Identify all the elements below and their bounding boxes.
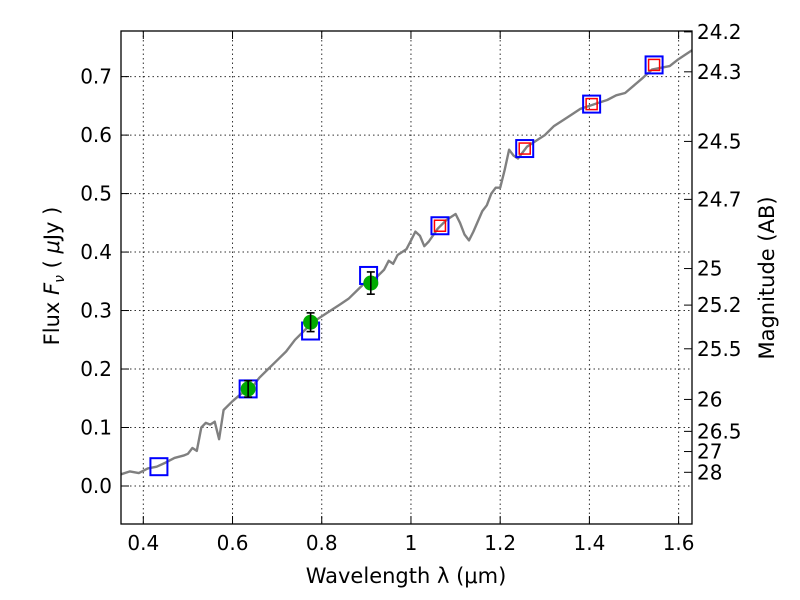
- x-tick-label: 0.8: [306, 531, 338, 555]
- model-photometry-square: [582, 94, 602, 114]
- x-tick-label: 0.4: [127, 531, 159, 555]
- y-tick-label: 0.0: [80, 474, 112, 498]
- series: [120, 49, 693, 477]
- upper-limit-marker: [518, 142, 531, 155]
- y2-tick-label: 24.3: [697, 60, 742, 84]
- x-tick-label: 1.6: [663, 531, 695, 555]
- y-axis-label-mu: μ: [40, 240, 64, 254]
- y-tick-label: 0.2: [80, 357, 112, 381]
- ticks: 0.4 0.6 0.8 1 1.2 1.4 1.6 0.0 0.1 0.2 0.3 0.4 0.5 0.6…: [80, 20, 741, 555]
- y-tick-label: 0.1: [80, 416, 112, 440]
- y2-tick-label: 26.5: [697, 419, 742, 443]
- y-axis-label-subscript: ν: [52, 275, 68, 283]
- y2-tick-label: 26: [697, 387, 722, 411]
- x-tick-label: 1: [405, 531, 418, 555]
- y-tick-label: 0.6: [80, 123, 112, 147]
- model-photometry-square: [644, 55, 664, 75]
- plot-frame: [120, 30, 693, 525]
- y-axis-label-symbol: F: [40, 282, 64, 295]
- y2-tick-label: 25: [697, 257, 722, 281]
- x-tick-label: 1.4: [573, 531, 605, 555]
- y2-tick-label: 24.7: [697, 187, 742, 211]
- model-photometry-square: [430, 216, 450, 236]
- y-tick-label: 0.5: [80, 182, 112, 206]
- upper-limit-marker: [585, 97, 598, 111]
- y2-tick-label: 27: [697, 440, 722, 464]
- secondary-y-axis-label: Magnitude (AB): [755, 196, 779, 359]
- x-axis-label: Wavelength λ (μm): [306, 564, 507, 588]
- grid: [121, 31, 692, 524]
- upper-limit-marker: [647, 58, 661, 72]
- y2-tick-label: 24.5: [697, 129, 742, 153]
- upper-limit-marker: [433, 219, 447, 232]
- model-photometry-square: [515, 139, 535, 159]
- y-tick-label: 0.7: [80, 65, 112, 89]
- spectrum-line: [120, 49, 693, 476]
- y-axis-label: Flux Fν ( μJy ): [40, 207, 68, 346]
- y-tick-label: 0.4: [80, 240, 112, 264]
- model-photometry-square: [149, 457, 169, 477]
- y-axis-label-unit: Jy ): [40, 207, 64, 243]
- y2-tick-label: 25.2: [697, 293, 742, 317]
- y2-tick-label: 28: [697, 460, 722, 484]
- y-axis-label-prefix: Flux: [40, 295, 64, 345]
- y2-tick-label: 24.2: [697, 20, 742, 44]
- x-tick-label: 0.6: [217, 531, 249, 555]
- y-axis-label-paren: (: [40, 254, 64, 276]
- x-tick-label: 1.2: [484, 531, 516, 555]
- y2-tick-label: 25.5: [697, 337, 742, 361]
- y-tick-label: 0.3: [80, 299, 112, 323]
